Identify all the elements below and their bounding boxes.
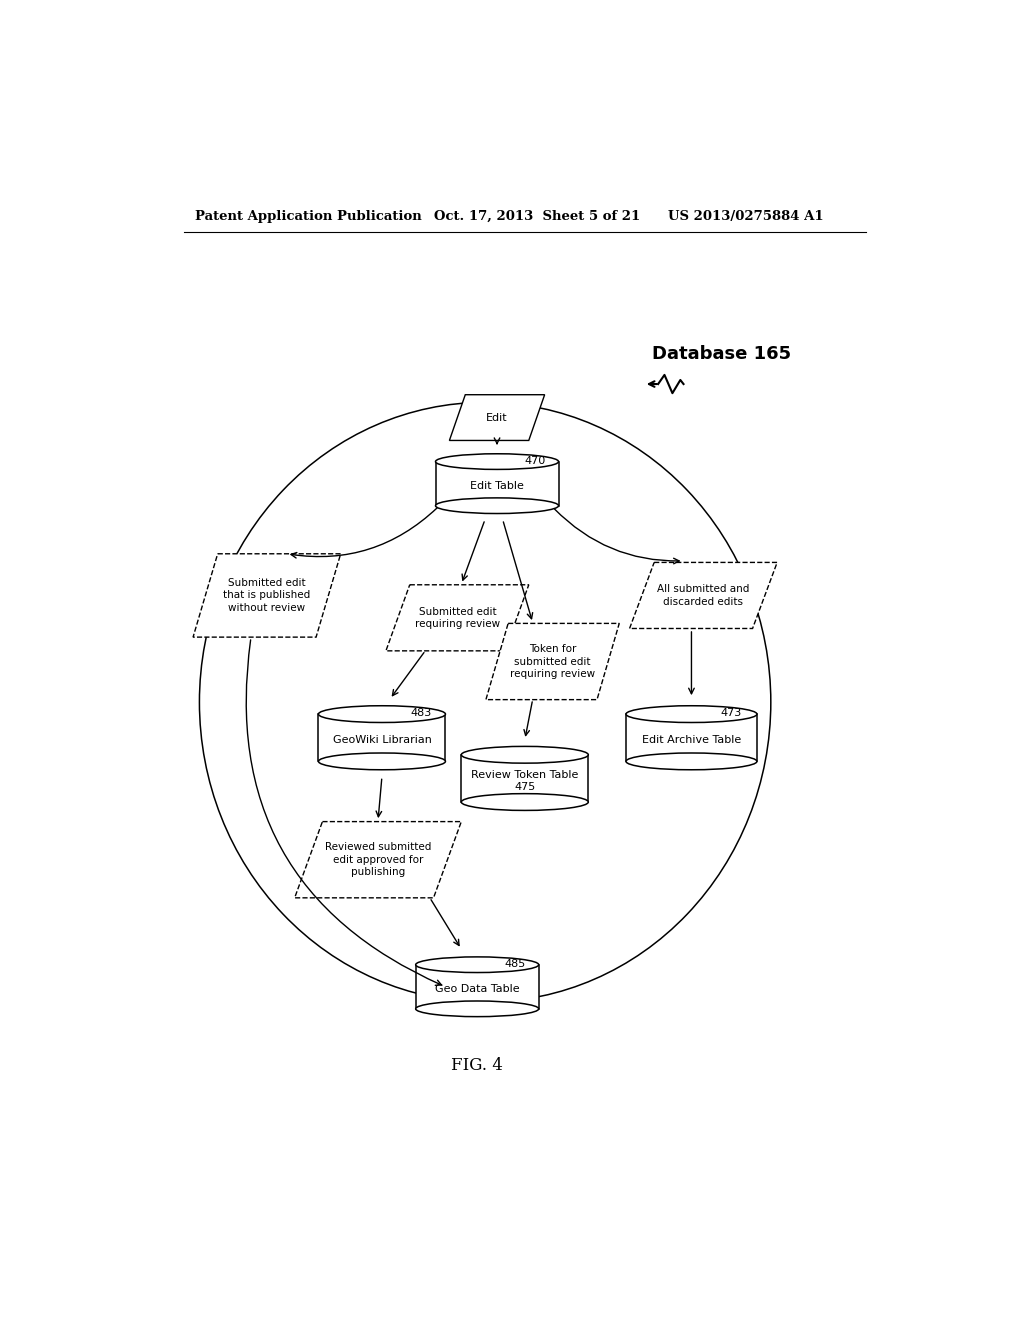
FancyBboxPatch shape — [461, 755, 588, 803]
Text: US 2013/0275884 A1: US 2013/0275884 A1 — [668, 210, 823, 223]
Polygon shape — [194, 554, 341, 638]
Text: Reviewed submitted
edit approved for
publishing: Reviewed submitted edit approved for pub… — [325, 842, 431, 876]
FancyBboxPatch shape — [626, 714, 757, 762]
FancyBboxPatch shape — [435, 462, 558, 506]
FancyBboxPatch shape — [318, 714, 445, 762]
Text: 473: 473 — [721, 709, 742, 718]
Text: 483: 483 — [411, 709, 432, 718]
Text: Geo Data Table: Geo Data Table — [435, 983, 519, 994]
Text: Edit Table: Edit Table — [470, 480, 524, 491]
Polygon shape — [386, 585, 528, 651]
Text: 485: 485 — [505, 958, 526, 969]
Text: FIG. 4: FIG. 4 — [452, 1056, 503, 1073]
Polygon shape — [450, 395, 545, 441]
Polygon shape — [295, 821, 461, 898]
Ellipse shape — [435, 454, 558, 470]
Text: Database 165: Database 165 — [652, 345, 791, 363]
Text: Review Token Table
475: Review Token Table 475 — [471, 770, 579, 792]
Polygon shape — [486, 623, 620, 700]
Ellipse shape — [416, 957, 539, 973]
Text: Token for
submitted edit
requiring review: Token for submitted edit requiring revie… — [510, 644, 595, 678]
Text: All submitted and
discarded edits: All submitted and discarded edits — [657, 585, 750, 607]
Polygon shape — [630, 562, 777, 628]
Ellipse shape — [318, 706, 445, 722]
Ellipse shape — [461, 746, 588, 763]
Text: Submitted edit
requiring review: Submitted edit requiring review — [415, 607, 500, 630]
Ellipse shape — [626, 706, 757, 722]
Text: Edit: Edit — [486, 413, 508, 422]
FancyBboxPatch shape — [416, 965, 539, 1008]
Text: GeoWiki Librarian: GeoWiki Librarian — [333, 735, 431, 744]
Ellipse shape — [626, 752, 757, 770]
Ellipse shape — [318, 752, 445, 770]
Text: Edit Archive Table: Edit Archive Table — [642, 735, 741, 744]
Ellipse shape — [435, 498, 558, 513]
Text: 470: 470 — [524, 455, 546, 466]
Text: Patent Application Publication: Patent Application Publication — [196, 210, 422, 223]
Ellipse shape — [461, 793, 588, 810]
Text: Oct. 17, 2013  Sheet 5 of 21: Oct. 17, 2013 Sheet 5 of 21 — [433, 210, 640, 223]
Ellipse shape — [416, 1001, 539, 1016]
Text: Submitted edit
that is published
without review: Submitted edit that is published without… — [223, 578, 310, 612]
